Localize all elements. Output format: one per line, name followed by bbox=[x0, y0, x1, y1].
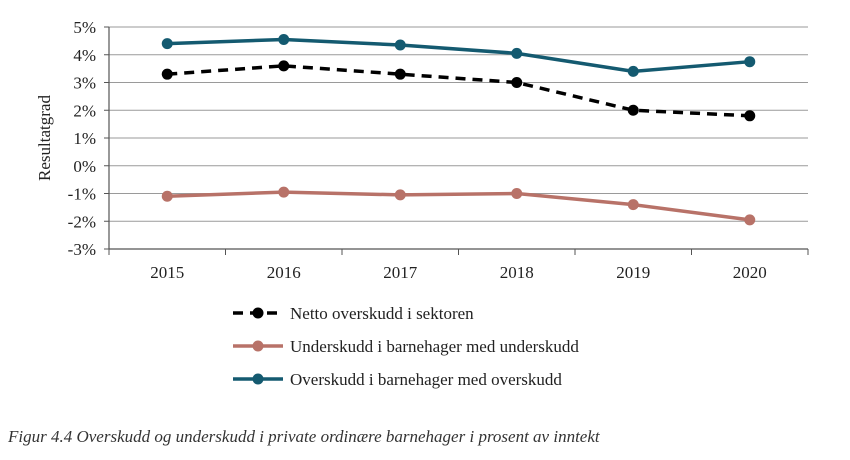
data-point bbox=[511, 77, 523, 88]
legend: Netto overskudd i sektoren Underskudd i b… bbox=[233, 304, 579, 389]
data-point bbox=[278, 186, 290, 198]
y-tick-label: 1% bbox=[73, 129, 96, 148]
y-axis-title: Resultatgrad bbox=[35, 95, 54, 181]
data-point bbox=[627, 104, 639, 116]
x-tick-label: 2018 bbox=[500, 263, 534, 282]
data-point bbox=[161, 68, 173, 80]
data-point bbox=[627, 65, 639, 77]
data-point bbox=[278, 33, 290, 45]
y-axis-ticks: -3% -2% -1% 0% 1% 2% 3% 4% 5% bbox=[68, 18, 109, 259]
x-tick-label: 2016 bbox=[267, 263, 301, 282]
x-tick-label: 2020 bbox=[733, 263, 767, 282]
y-tick-label: 0% bbox=[73, 157, 96, 176]
data-point bbox=[511, 188, 523, 199]
legend-swatch-marker bbox=[252, 307, 264, 319]
series-line bbox=[167, 190, 750, 222]
data-point bbox=[394, 68, 406, 80]
legend-label: Overskudd i barnehager med overskudd bbox=[290, 370, 562, 389]
series-line bbox=[167, 64, 750, 118]
legend-item: Netto overskudd i sektoren bbox=[233, 304, 474, 323]
y-tick-label: 5% bbox=[73, 18, 96, 37]
y-tick-label: 2% bbox=[73, 101, 96, 120]
x-axis-ticks: 2015 2016 2017 2018 2019 2020 bbox=[150, 263, 767, 282]
data-point bbox=[627, 199, 639, 211]
data-point bbox=[278, 60, 290, 72]
data-point bbox=[511, 47, 523, 59]
x-tick-label: 2015 bbox=[150, 263, 184, 282]
legend-item: Overskudd i barnehager med overskudd bbox=[233, 370, 562, 389]
legend-swatch-marker bbox=[252, 340, 264, 352]
y-tick-label: -2% bbox=[68, 212, 96, 231]
legend-item: Underskudd i barnehager med underskudd bbox=[233, 337, 579, 356]
data-point bbox=[161, 190, 173, 202]
data-point bbox=[744, 110, 756, 122]
y-tick-label: -3% bbox=[68, 240, 96, 259]
series-line bbox=[167, 37, 750, 74]
y-tick-label: -1% bbox=[68, 185, 96, 204]
figure-caption: Figur 4.4 Overskudd og underskudd i priv… bbox=[8, 427, 600, 446]
data-point bbox=[744, 56, 756, 68]
series-1 bbox=[161, 60, 756, 122]
data-point bbox=[394, 189, 406, 201]
gridlines bbox=[109, 26, 808, 250]
data-point bbox=[394, 39, 406, 51]
series-2 bbox=[161, 186, 756, 226]
series-3 bbox=[161, 33, 756, 77]
data-point bbox=[744, 214, 756, 226]
legend-swatch-marker bbox=[252, 373, 264, 385]
x-tick-label: 2017 bbox=[383, 263, 418, 282]
y-tick-label: 3% bbox=[73, 74, 96, 93]
legend-label: Netto overskudd i sektoren bbox=[290, 304, 474, 323]
legend-label: Underskudd i barnehager med underskudd bbox=[290, 337, 579, 356]
x-tick-label: 2019 bbox=[616, 263, 650, 282]
data-point bbox=[161, 38, 173, 50]
y-tick-label: 4% bbox=[73, 46, 96, 65]
series-layer bbox=[161, 33, 756, 226]
